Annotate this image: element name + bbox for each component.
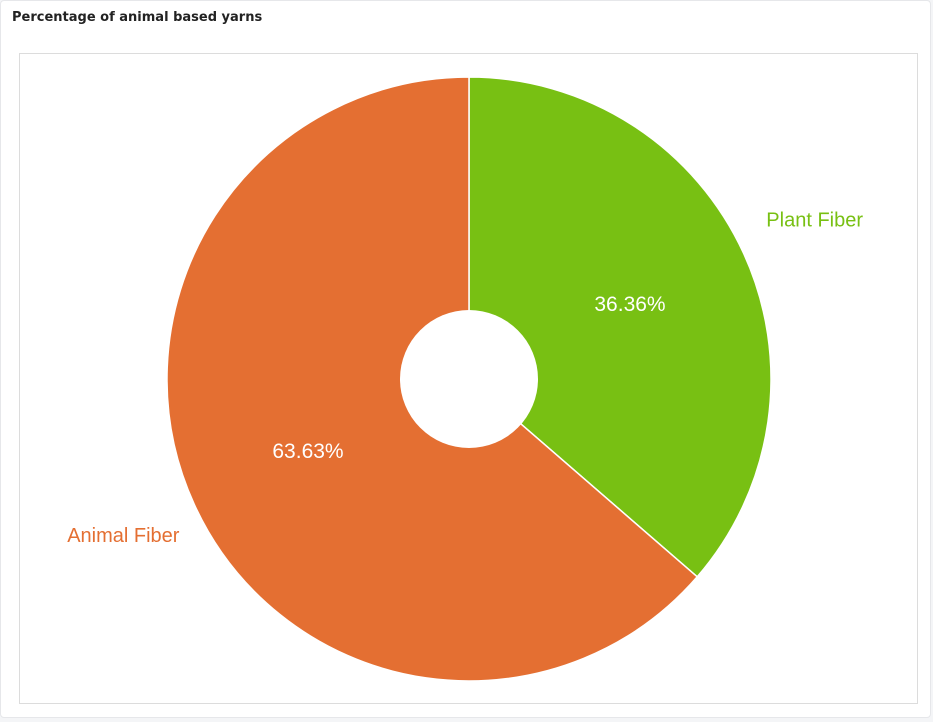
donut-chart: 36.36% Plant Fiber 63.63% Animal Fiber — [67, 76, 863, 682]
slice-category-label: Plant Fiber — [766, 209, 863, 231]
slice-value-label: 36.36% — [594, 293, 665, 316]
chart-frame: 36.36% Plant Fiber 63.63% Animal Fiber — [19, 53, 918, 704]
chart-title: Percentage of animal based yarns — [12, 10, 263, 25]
donut-hole — [400, 310, 538, 448]
slice-value-label: 63.63% — [272, 440, 343, 463]
slice-category-label: Animal Fiber — [67, 525, 180, 547]
pie-slice-plant-fiber[interactable] — [468, 76, 772, 578]
